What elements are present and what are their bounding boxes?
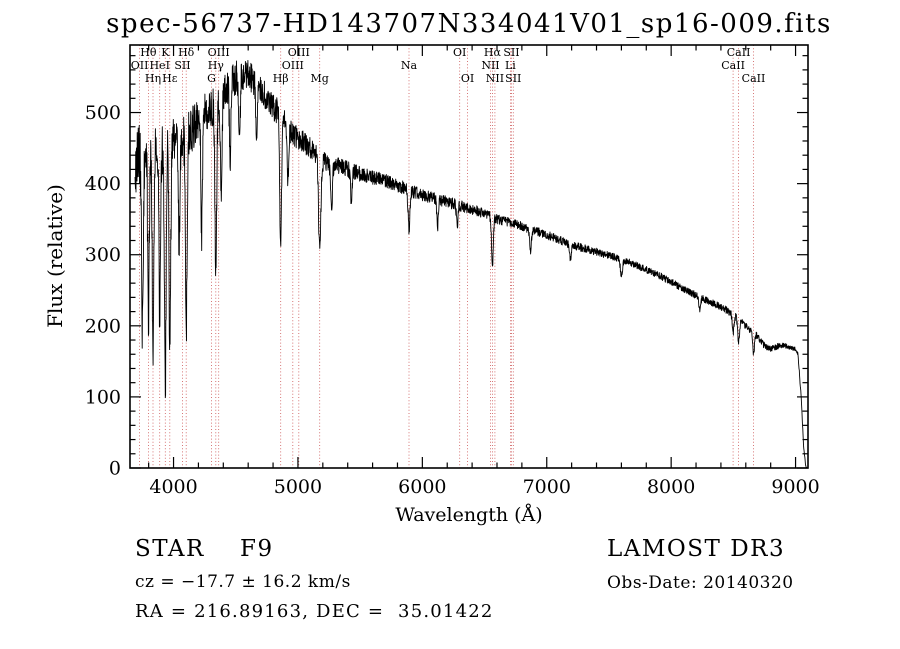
plot-frame (129, 44, 809, 469)
cz-velocity-text: cz = −17.7 ± 16.2 km/s (135, 572, 351, 592)
spectral-line-label: Mg (311, 72, 329, 85)
spectral-line-label: NII (481, 59, 499, 72)
y-tick-label: 400 (85, 173, 121, 195)
survey-release-text: LAMOST DR3 (607, 536, 786, 562)
spectral-line-label: CaII (721, 59, 745, 72)
plot-layers: OIIHθHηHeIKHεSIIHδGHγOIIIHβOIIIOIIIMgNaO… (85, 44, 820, 498)
y-tick-label: 200 (85, 315, 121, 337)
spectral-line-label: OIII (288, 46, 310, 59)
x-axis-label: Wavelength (Å) (395, 504, 542, 526)
spectral-line-label: CaII (727, 46, 751, 59)
spectral-line-label: Li (505, 59, 516, 72)
x-tick-label: 5000 (274, 476, 322, 498)
x-tick-label: 6000 (398, 476, 446, 498)
obs-date-text: Obs-Date: 20140320 (607, 573, 794, 593)
spectral-line-label: SII (505, 72, 521, 85)
plot-title: spec-56737-HD143707N334041V01_sp16-009.f… (106, 9, 832, 39)
spectral-line-label: Hε (162, 72, 178, 85)
x-tick-label: 9000 (771, 476, 819, 498)
spectral-line-label: G (207, 72, 216, 85)
x-tick-label: 4000 (149, 476, 197, 498)
spectral-line-label: OI (453, 46, 466, 59)
spectral-line-label: SII (174, 59, 190, 72)
y-tick-label: 500 (85, 102, 121, 124)
spectrum-trace (134, 59, 808, 469)
spectral-line-label: Hδ (178, 46, 195, 59)
y-tick-label: 300 (85, 244, 121, 266)
spectral-line-label: NII (486, 72, 504, 85)
spectral-line-label: SII (503, 46, 519, 59)
spectral-line-label: HeI (149, 59, 169, 72)
spectral-line-label: K (161, 46, 170, 59)
spectral-line-label: Hθ (140, 46, 157, 59)
classification-text: STAR F9 (135, 536, 274, 562)
y-tick-label: 100 (85, 386, 121, 408)
spectral-line-label: CaII (742, 72, 766, 85)
y-axis-label: Flux (relative) (43, 184, 67, 328)
spectral-line-label: OIII (282, 59, 304, 72)
spectral-line-label: Hη (145, 72, 161, 85)
spectral-line-label: OII (131, 59, 149, 72)
spectral-line-label: Hβ (273, 72, 289, 85)
y-tick-label: 0 (109, 458, 121, 480)
x-tick-label: 8000 (647, 476, 695, 498)
spectral-line-label: Hα (484, 46, 502, 59)
ra-dec-text: RA = 216.89163, DEC = 35.01422 (135, 601, 494, 622)
spectral-line-label: OIII (208, 46, 230, 59)
spectral-line-label: OI (461, 72, 474, 85)
x-tick-label: 7000 (523, 476, 571, 498)
spectral-line-label: Hγ (208, 59, 225, 72)
spectral-line-label: Na (401, 59, 418, 72)
